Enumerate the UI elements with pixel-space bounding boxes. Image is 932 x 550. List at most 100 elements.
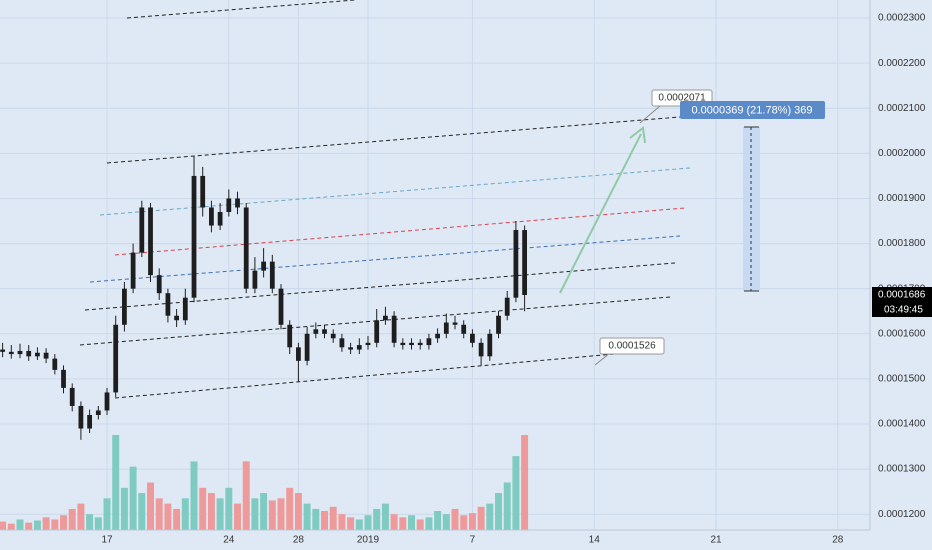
candle-body: [139, 207, 145, 253]
volume-bar: [112, 435, 120, 530]
volume-bar: [138, 493, 146, 530]
volume-bar: [347, 517, 355, 530]
measure-area: [743, 127, 760, 291]
volume-bar: [277, 498, 285, 530]
candle-body: [261, 261, 267, 271]
volume-bar: [399, 517, 407, 530]
candle-body: [400, 342, 406, 346]
y-tick-label: 0.0002000: [878, 148, 926, 159]
candle-body: [391, 315, 397, 343]
volume-bar: [242, 461, 250, 530]
x-tick-label: 24: [223, 535, 235, 546]
volume-bar: [234, 503, 241, 530]
volume-bar: [155, 498, 163, 530]
volume-bar: [468, 513, 476, 530]
volume-bar: [173, 508, 181, 530]
volume-bar: [355, 519, 363, 530]
volume-bar: [338, 514, 346, 530]
candle-body: [200, 175, 206, 208]
candle-body: [322, 329, 327, 334]
last-price: 0.0001686: [878, 290, 926, 301]
candle-body: [365, 342, 371, 346]
channel-line: [114, 349, 661, 399]
candle-body: [269, 261, 275, 289]
volume-bar: [251, 498, 259, 530]
callout-pointer: [594, 352, 611, 366]
candle-body: [43, 352, 49, 359]
channel-line: [89, 235, 681, 283]
candle-body: [296, 347, 301, 361]
candle-body: [52, 358, 58, 370]
volume-bar: [199, 487, 207, 530]
volume-bar: [42, 517, 50, 530]
x-tick-label: 14: [589, 535, 601, 546]
channel-line: [114, 207, 686, 256]
channel-line: [126, 0, 356, 19]
candle-body: [61, 369, 66, 388]
x-tick-label: 21: [710, 535, 722, 546]
candle-body: [452, 322, 458, 325]
candle-body: [504, 297, 510, 316]
volume-bar: [260, 493, 268, 530]
volume-bar: [303, 503, 311, 530]
volume-bar: [477, 506, 485, 530]
callout-pointer: [639, 105, 661, 124]
candle-body: [174, 315, 180, 321]
candle-body: [182, 297, 188, 321]
y-tick-label: 0.0001300: [878, 464, 926, 475]
volume-bar: [329, 506, 337, 530]
drawings: 0.0002071 0.0000369 (21.78%) 369 0.00015…: [79, 0, 825, 399]
candle-body: [313, 329, 319, 334]
candle-body: [156, 275, 162, 294]
arrow: [559, 133, 642, 294]
volume-bar: [120, 487, 128, 530]
volume-bar: [16, 519, 24, 530]
volume-bar: [286, 487, 294, 530]
volume-bar: [294, 493, 302, 530]
candle-body: [209, 207, 214, 226]
volume-bar: [268, 500, 276, 530]
candle-body: [17, 350, 23, 355]
volume-bar: [460, 515, 468, 530]
volume-bar: [225, 487, 233, 530]
measure-label: 0.0000369 (21.78%) 369: [691, 104, 812, 116]
candle-body: [278, 288, 284, 325]
volume-bar: [434, 511, 442, 530]
y-tick-label: 0.0001600: [878, 328, 926, 339]
y-tick-label: 0.0001400: [878, 419, 926, 430]
volume-bar: [77, 503, 85, 530]
volume-bar: [364, 515, 372, 530]
candle-body: [383, 315, 388, 321]
candle-body: [243, 207, 249, 289]
candle-body: [417, 342, 423, 346]
candle-body: [443, 322, 449, 334]
candle-body: [191, 175, 197, 298]
measure-label-box: [680, 101, 825, 119]
volume-bar: [486, 503, 494, 530]
callout-text: 0.0002071: [658, 93, 706, 104]
volume-bar: [521, 435, 529, 530]
volume-bar: [321, 511, 328, 530]
candle-body: [8, 351, 14, 355]
volume-bar: [216, 498, 224, 530]
volume-bar: [0, 521, 7, 530]
volume-bar: [129, 466, 137, 530]
candle-body: [478, 342, 484, 357]
volume-bar: [86, 514, 94, 530]
volume-bar: [495, 493, 502, 530]
candle-body: [461, 324, 467, 334]
volume-bar: [51, 519, 59, 530]
y-tick-label: 0.0001900: [878, 193, 926, 204]
candle-body: [487, 333, 493, 357]
candle-body: [513, 230, 519, 298]
candle-body: [409, 342, 414, 346]
volume-bar: [68, 508, 76, 530]
volume-bar: [312, 508, 320, 530]
volume-bar: [207, 493, 215, 530]
x-tick-label: 28: [293, 535, 305, 546]
candle-body: [69, 387, 75, 406]
y-tick-label: 0.0001200: [878, 509, 926, 520]
axes: 0.0001200 0.0001300 0.0001400 0.0001500 0.00…: [101, 13, 925, 546]
candle-body: [330, 333, 336, 339]
